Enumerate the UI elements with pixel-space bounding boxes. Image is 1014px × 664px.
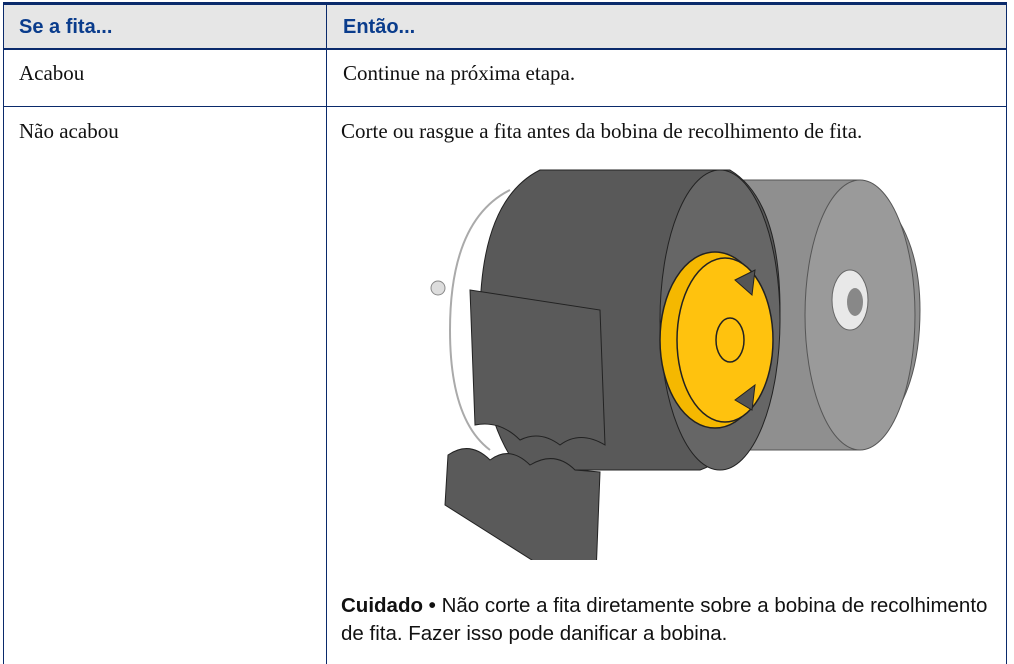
header-text: Então... [343, 16, 416, 38]
border [326, 4, 327, 664]
rule [3, 106, 1007, 107]
cell: Corte ou rasgue a fita antes da bobina d… [327, 107, 1007, 167]
cell: Não acabou [3, 107, 326, 664]
border [1006, 4, 1007, 664]
header-text: Se a fita... [19, 16, 113, 38]
cell: Acabou [3, 49, 326, 106]
border [3, 4, 4, 664]
rule [3, 48, 1007, 50]
cell: Continue na próxima etapa. [327, 49, 1007, 106]
cell-text: Não acabou [19, 119, 119, 143]
caution: Cuidado • Não corte a fita diretamente s… [341, 592, 1001, 648]
header-cell: Então... [327, 4, 1007, 48]
caution-text: Não corte a fita diretamente sobre a bob… [341, 594, 988, 645]
cell-text: Acabou [19, 61, 85, 85]
cell-text: Corte ou rasgue a fita antes da bobina d… [341, 119, 863, 143]
header-cell: Se a fita... [3, 4, 326, 48]
illustration [430, 169, 921, 560]
cell-text: Continue na próxima etapa. [343, 61, 576, 85]
caution-label: Cuidado • [341, 594, 436, 617]
rule [3, 2, 1007, 5]
